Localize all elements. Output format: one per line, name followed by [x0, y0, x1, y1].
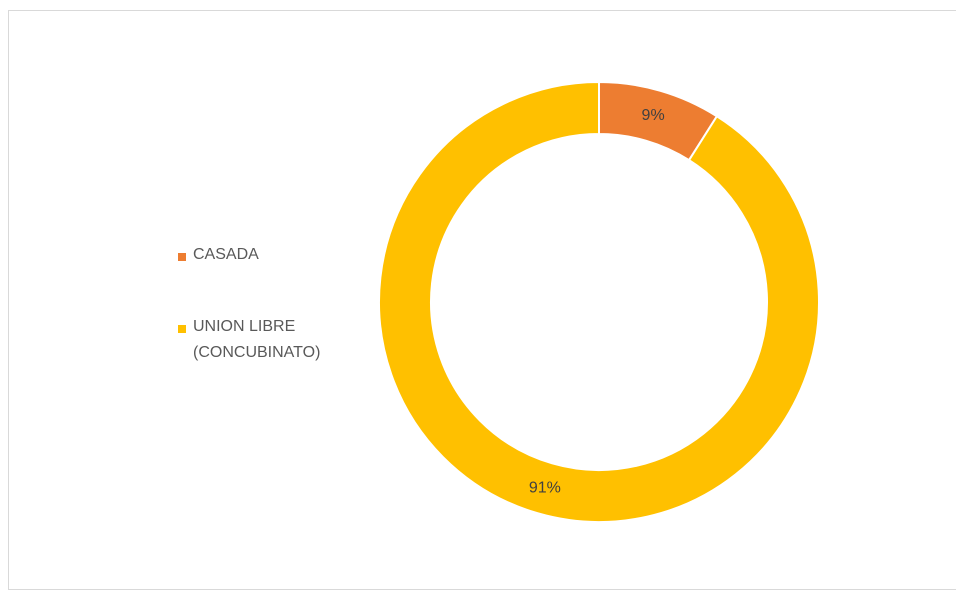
legend-item: CASADA	[178, 246, 323, 268]
slice-label: 91%	[529, 480, 561, 497]
legend-label: UNION LIBRE (CONCUBINATO)	[193, 318, 321, 361]
legend-label: CASADA	[193, 246, 259, 263]
legend-swatch	[178, 253, 186, 261]
donut-slice	[378, 80, 820, 523]
legend-item: UNION LIBRE (CONCUBINATO)	[178, 318, 323, 366]
legend-swatch	[178, 325, 186, 333]
slice-label: 9%	[642, 107, 665, 124]
